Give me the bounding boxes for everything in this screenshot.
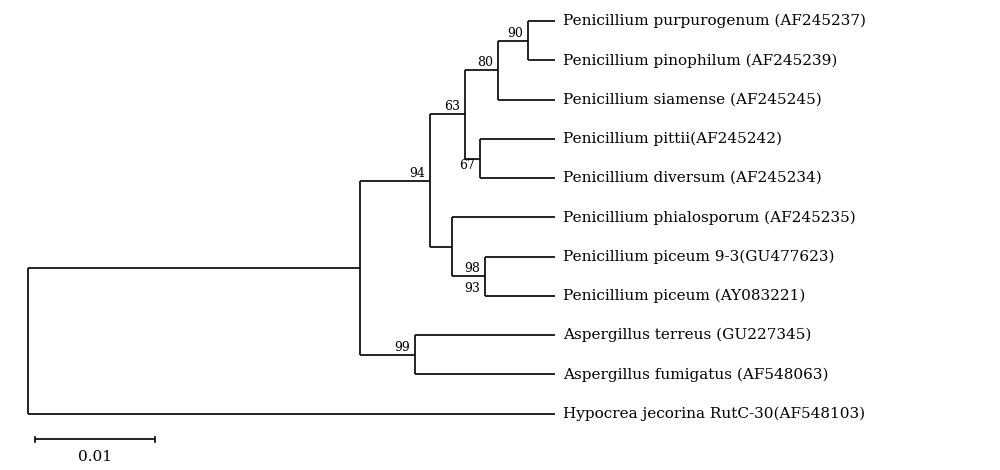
Text: 80: 80 — [477, 56, 493, 69]
Text: Aspergillus fumigatus (AF548063): Aspergillus fumigatus (AF548063) — [563, 367, 828, 382]
Text: 0.01: 0.01 — [78, 450, 112, 464]
Text: Penicillium siamense (AF245245): Penicillium siamense (AF245245) — [563, 93, 822, 107]
Text: Penicillium purpurogenum (AF245237): Penicillium purpurogenum (AF245237) — [563, 14, 866, 28]
Text: 93: 93 — [464, 282, 480, 295]
Text: Penicillium pinophilum (AF245239): Penicillium pinophilum (AF245239) — [563, 53, 837, 68]
Text: Aspergillus terreus (GU227345): Aspergillus terreus (GU227345) — [563, 328, 811, 342]
Text: Penicillium phialosporum (AF245235): Penicillium phialosporum (AF245235) — [563, 210, 856, 225]
Text: Penicillium piceum (AY083221): Penicillium piceum (AY083221) — [563, 289, 805, 303]
Text: 90: 90 — [507, 27, 523, 40]
Text: 98: 98 — [464, 262, 480, 275]
Text: Penicillium diversum (AF245234): Penicillium diversum (AF245234) — [563, 171, 822, 185]
Text: 94: 94 — [409, 167, 425, 180]
Text: 63: 63 — [444, 101, 460, 113]
Text: Hypocrea jecorina RutC-30(AF548103): Hypocrea jecorina RutC-30(AF548103) — [563, 407, 865, 421]
Text: 67: 67 — [459, 159, 475, 172]
Text: Penicillium piceum 9-3(GU477623): Penicillium piceum 9-3(GU477623) — [563, 250, 834, 264]
Text: Penicillium pittii(AF245242): Penicillium pittii(AF245242) — [563, 132, 782, 146]
Text: 99: 99 — [394, 341, 410, 354]
